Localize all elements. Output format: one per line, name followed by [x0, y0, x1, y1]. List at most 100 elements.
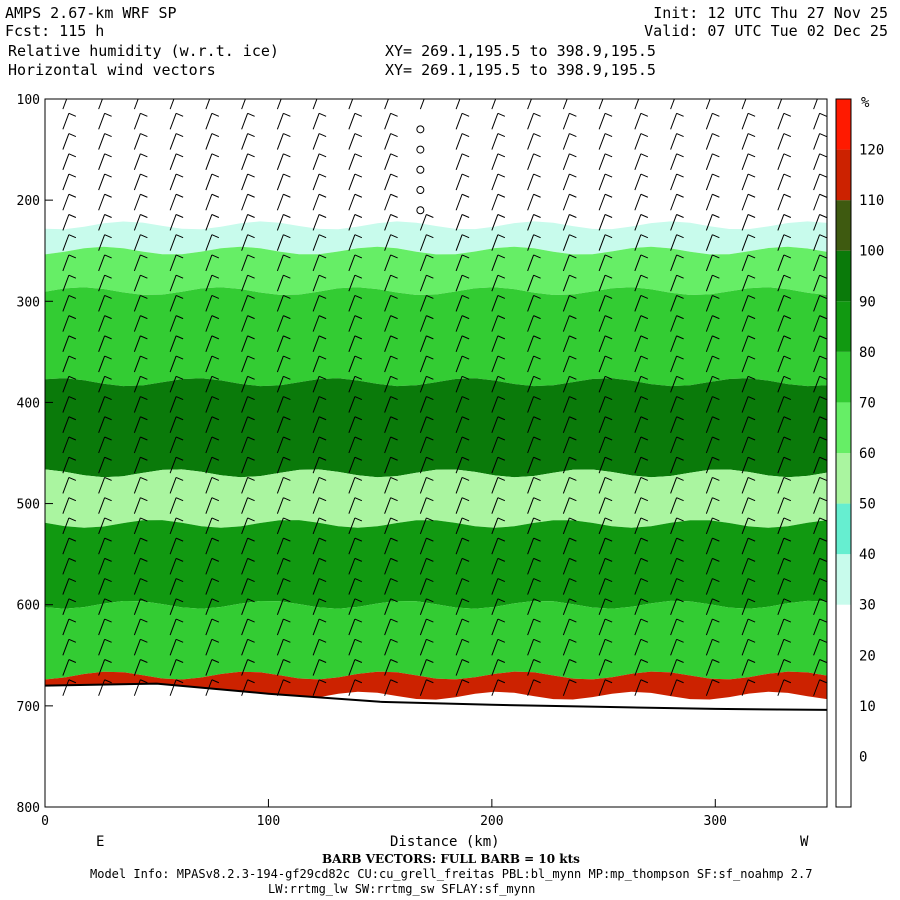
wind-barb-flag: [676, 153, 684, 158]
wind-barb-flag: [783, 234, 792, 239]
wind-barb-flag: [712, 375, 720, 380]
colorbar-label: 70: [859, 395, 876, 411]
colorbar-label: 90: [859, 294, 876, 310]
wind-barb-flag: [211, 335, 220, 340]
wind-barb-flag: [390, 497, 398, 502]
wind-barb: [705, 335, 713, 353]
calm-circle: [416, 165, 425, 174]
wind-barb-flag: [819, 153, 827, 158]
wind-barb-flag: [533, 335, 541, 340]
wind-barb-flag: [712, 416, 720, 421]
wind-barb: [312, 194, 320, 211]
wind-barb: [384, 133, 392, 150]
wind-barb: [777, 598, 785, 616]
wind-barb: [312, 396, 320, 413]
wind-barb: [455, 133, 463, 150]
wind-barb: [384, 457, 392, 474]
wind-barb: [205, 598, 213, 616]
wind-barb-flag: [676, 416, 684, 421]
wind-barb-flag: [783, 456, 792, 461]
wind-barb-flag: [283, 234, 291, 239]
y-axis: 100 200 300 400 500 600 700 800: [17, 93, 53, 816]
wind-barb-flag: [747, 638, 756, 643]
wind-barb-flag: [533, 598, 541, 603]
wind-barb-flag: [783, 133, 792, 138]
wind-barb-flag: [461, 598, 470, 603]
wind-barb-flag: [819, 517, 827, 522]
wind-barb-flag: [354, 517, 363, 522]
wind-barb: [777, 477, 785, 494]
wind-barb-flag: [140, 112, 148, 117]
wind-barb-flag: [533, 153, 541, 158]
wind-barb: [455, 315, 463, 332]
wind-barb-flag: [104, 416, 112, 421]
wind-barb: [98, 99, 103, 110]
wind-barb-flag: [604, 659, 613, 663]
wind-barb-flag: [140, 557, 148, 562]
wind-barb: [813, 679, 821, 696]
wind-barb: [813, 194, 821, 211]
wind-barb-flag: [819, 315, 827, 320]
wind-barb-flag: [640, 375, 649, 380]
wind-barb-flag: [283, 638, 291, 643]
wind-barb-flag: [354, 112, 363, 117]
wind-barb: [419, 355, 427, 373]
wind-barb-flag: [318, 133, 327, 138]
wind-barb: [276, 396, 284, 413]
wind-barb-flag: [318, 193, 327, 198]
wind-barb: [705, 355, 713, 373]
wind-barb: [205, 234, 213, 251]
wind-barb-flag: [604, 294, 613, 299]
x-tick-label: 200: [480, 814, 503, 829]
wind-barb: [205, 578, 213, 595]
wind-barb-flag: [604, 193, 613, 198]
wind-barb-flag: [747, 112, 756, 117]
wind-barb: [133, 416, 141, 433]
wind-barb-flag: [783, 416, 792, 421]
wind-barb: [241, 355, 249, 373]
wind-barb: [777, 254, 785, 272]
wind-barb-flag: [247, 254, 255, 259]
wind-barb: [241, 315, 249, 332]
wind-barb-flag: [283, 436, 291, 441]
wind-barb-flag: [533, 476, 541, 481]
wind-barb: [562, 376, 570, 393]
wind-barb-flag: [247, 335, 255, 340]
wind-barb: [813, 153, 821, 170]
wind-barb: [205, 618, 213, 636]
wind-barb: [527, 113, 535, 130]
wind-barb-flag: [283, 537, 291, 542]
wind-barb: [384, 659, 392, 676]
wind-barb: [348, 376, 356, 393]
wind-barb-flag: [318, 112, 327, 117]
wind-barb-flag: [747, 315, 756, 320]
wind-barb-flag: [318, 315, 327, 320]
wind-barb: [205, 457, 213, 474]
wind-barb: [62, 234, 70, 251]
wind-barb-flag: [676, 315, 684, 320]
wind-barb-flag: [712, 173, 720, 178]
wind-barb: [384, 315, 392, 332]
wind-barb: [169, 558, 177, 575]
rh-band: [45, 287, 827, 387]
wind-barb: [670, 537, 678, 555]
wind-barb-flag: [318, 396, 327, 401]
wind-barb-flag: [676, 234, 684, 239]
wind-barb: [169, 335, 177, 353]
wind-barb-flag: [497, 193, 506, 198]
wind-barb: [169, 99, 175, 110]
wind-barb-flag: [175, 315, 184, 320]
wind-barb-flag: [640, 234, 649, 239]
wind-barb: [562, 457, 570, 474]
wind-barb: [62, 436, 70, 454]
colorbar-cell: [836, 554, 851, 605]
wind-barb: [741, 679, 749, 696]
wind-barb: [598, 618, 606, 636]
wind-barb: [455, 113, 463, 130]
wind-barb-flag: [604, 416, 613, 421]
wind-barb: [491, 194, 499, 211]
calm-circle: [416, 145, 425, 154]
xy-line-2: XY= 269.1,195.5 to 398.9,195.5: [385, 61, 656, 79]
wind-barb-flag: [604, 679, 613, 684]
wind-barb-flag: [497, 133, 506, 138]
